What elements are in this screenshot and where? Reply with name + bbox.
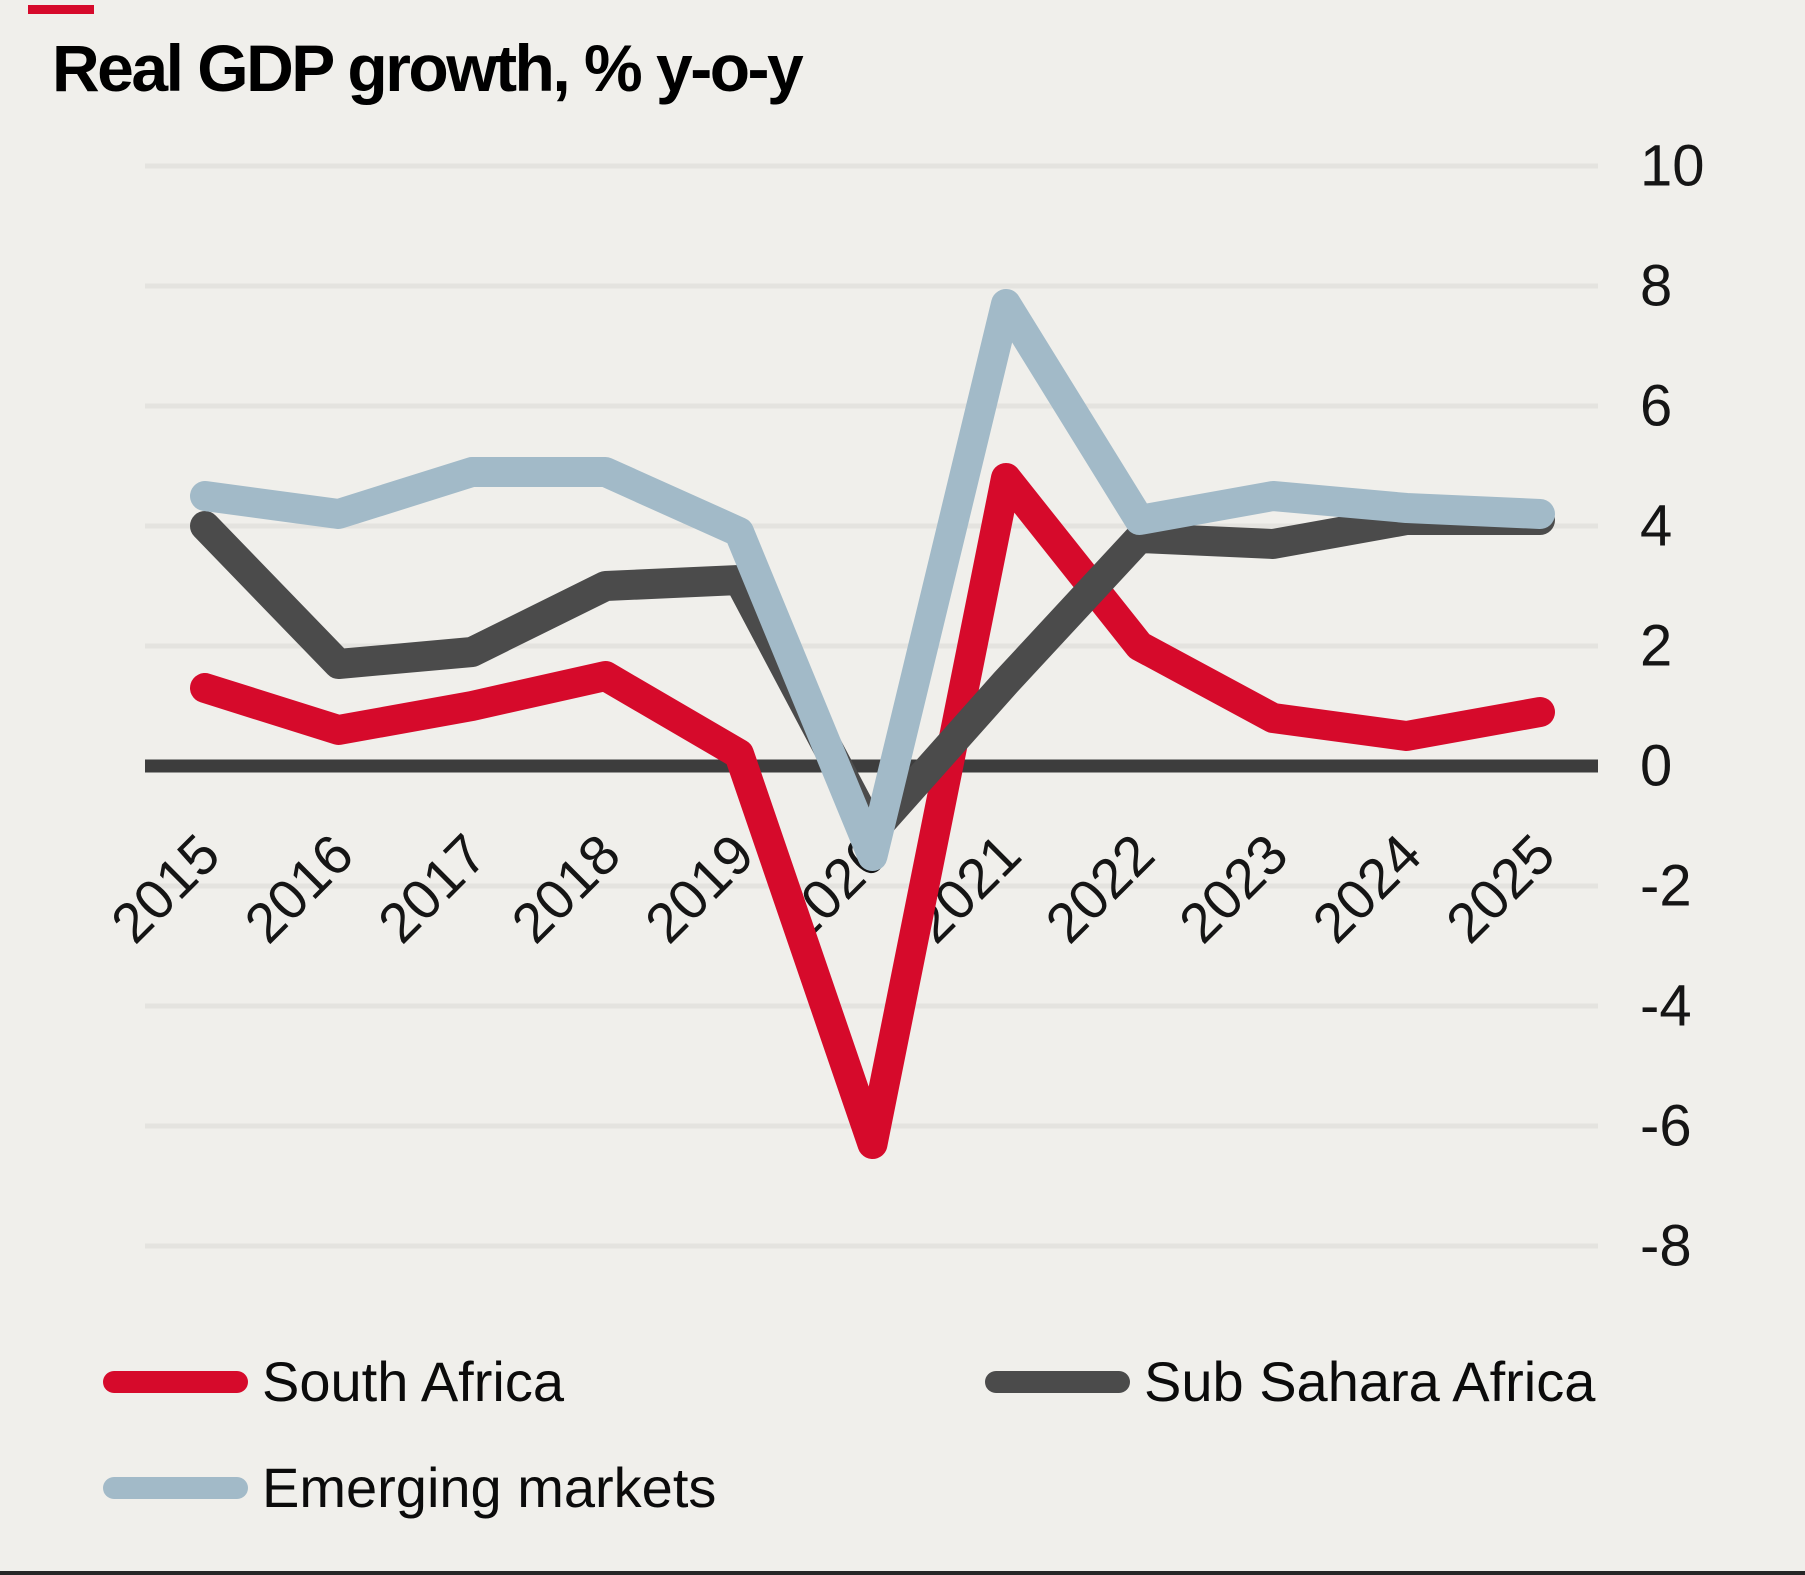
brand-accent-dash — [28, 5, 94, 14]
y-tick-label: 6 — [1640, 374, 1672, 439]
y-tick-label: -6 — [1640, 1094, 1692, 1159]
y-tick-label: -2 — [1640, 854, 1692, 919]
chart-title: Real GDP growth, % y-o-y — [52, 31, 804, 105]
legend-item-emerging-markets: Emerging markets — [103, 1458, 716, 1518]
y-tick-label: -4 — [1640, 974, 1692, 1039]
legend-item-sub-sahara-africa: Sub Sahara Africa — [985, 1352, 1595, 1412]
legend-swatch-south-africa — [103, 1371, 248, 1393]
legend-swatch-sub-sahara-africa — [985, 1371, 1130, 1393]
legend-swatch-emerging-markets — [103, 1477, 248, 1499]
y-tick-label: -8 — [1640, 1214, 1692, 1279]
series-line-emerging-markets — [190, 289, 1555, 871]
y-tick-label: 8 — [1640, 254, 1672, 319]
y-tick-label: 2 — [1640, 614, 1672, 679]
y-tick-label: 4 — [1640, 494, 1672, 559]
y-tick-label: 0 — [1640, 734, 1672, 799]
series-line-south-africa — [190, 463, 1555, 1159]
legend-label-emerging-markets: Emerging markets — [262, 1456, 717, 1519]
y-tick-label: 10 — [1640, 134, 1705, 199]
legend-label-sub-sahara-africa: Sub Sahara Africa — [1144, 1350, 1596, 1413]
legend-label-south-africa: South Africa — [262, 1350, 564, 1413]
card-bottom-border — [0, 1571, 1805, 1575]
series-line-sub-sahara-africa — [190, 505, 1555, 847]
legend-item-south-africa: South Africa — [103, 1352, 564, 1412]
